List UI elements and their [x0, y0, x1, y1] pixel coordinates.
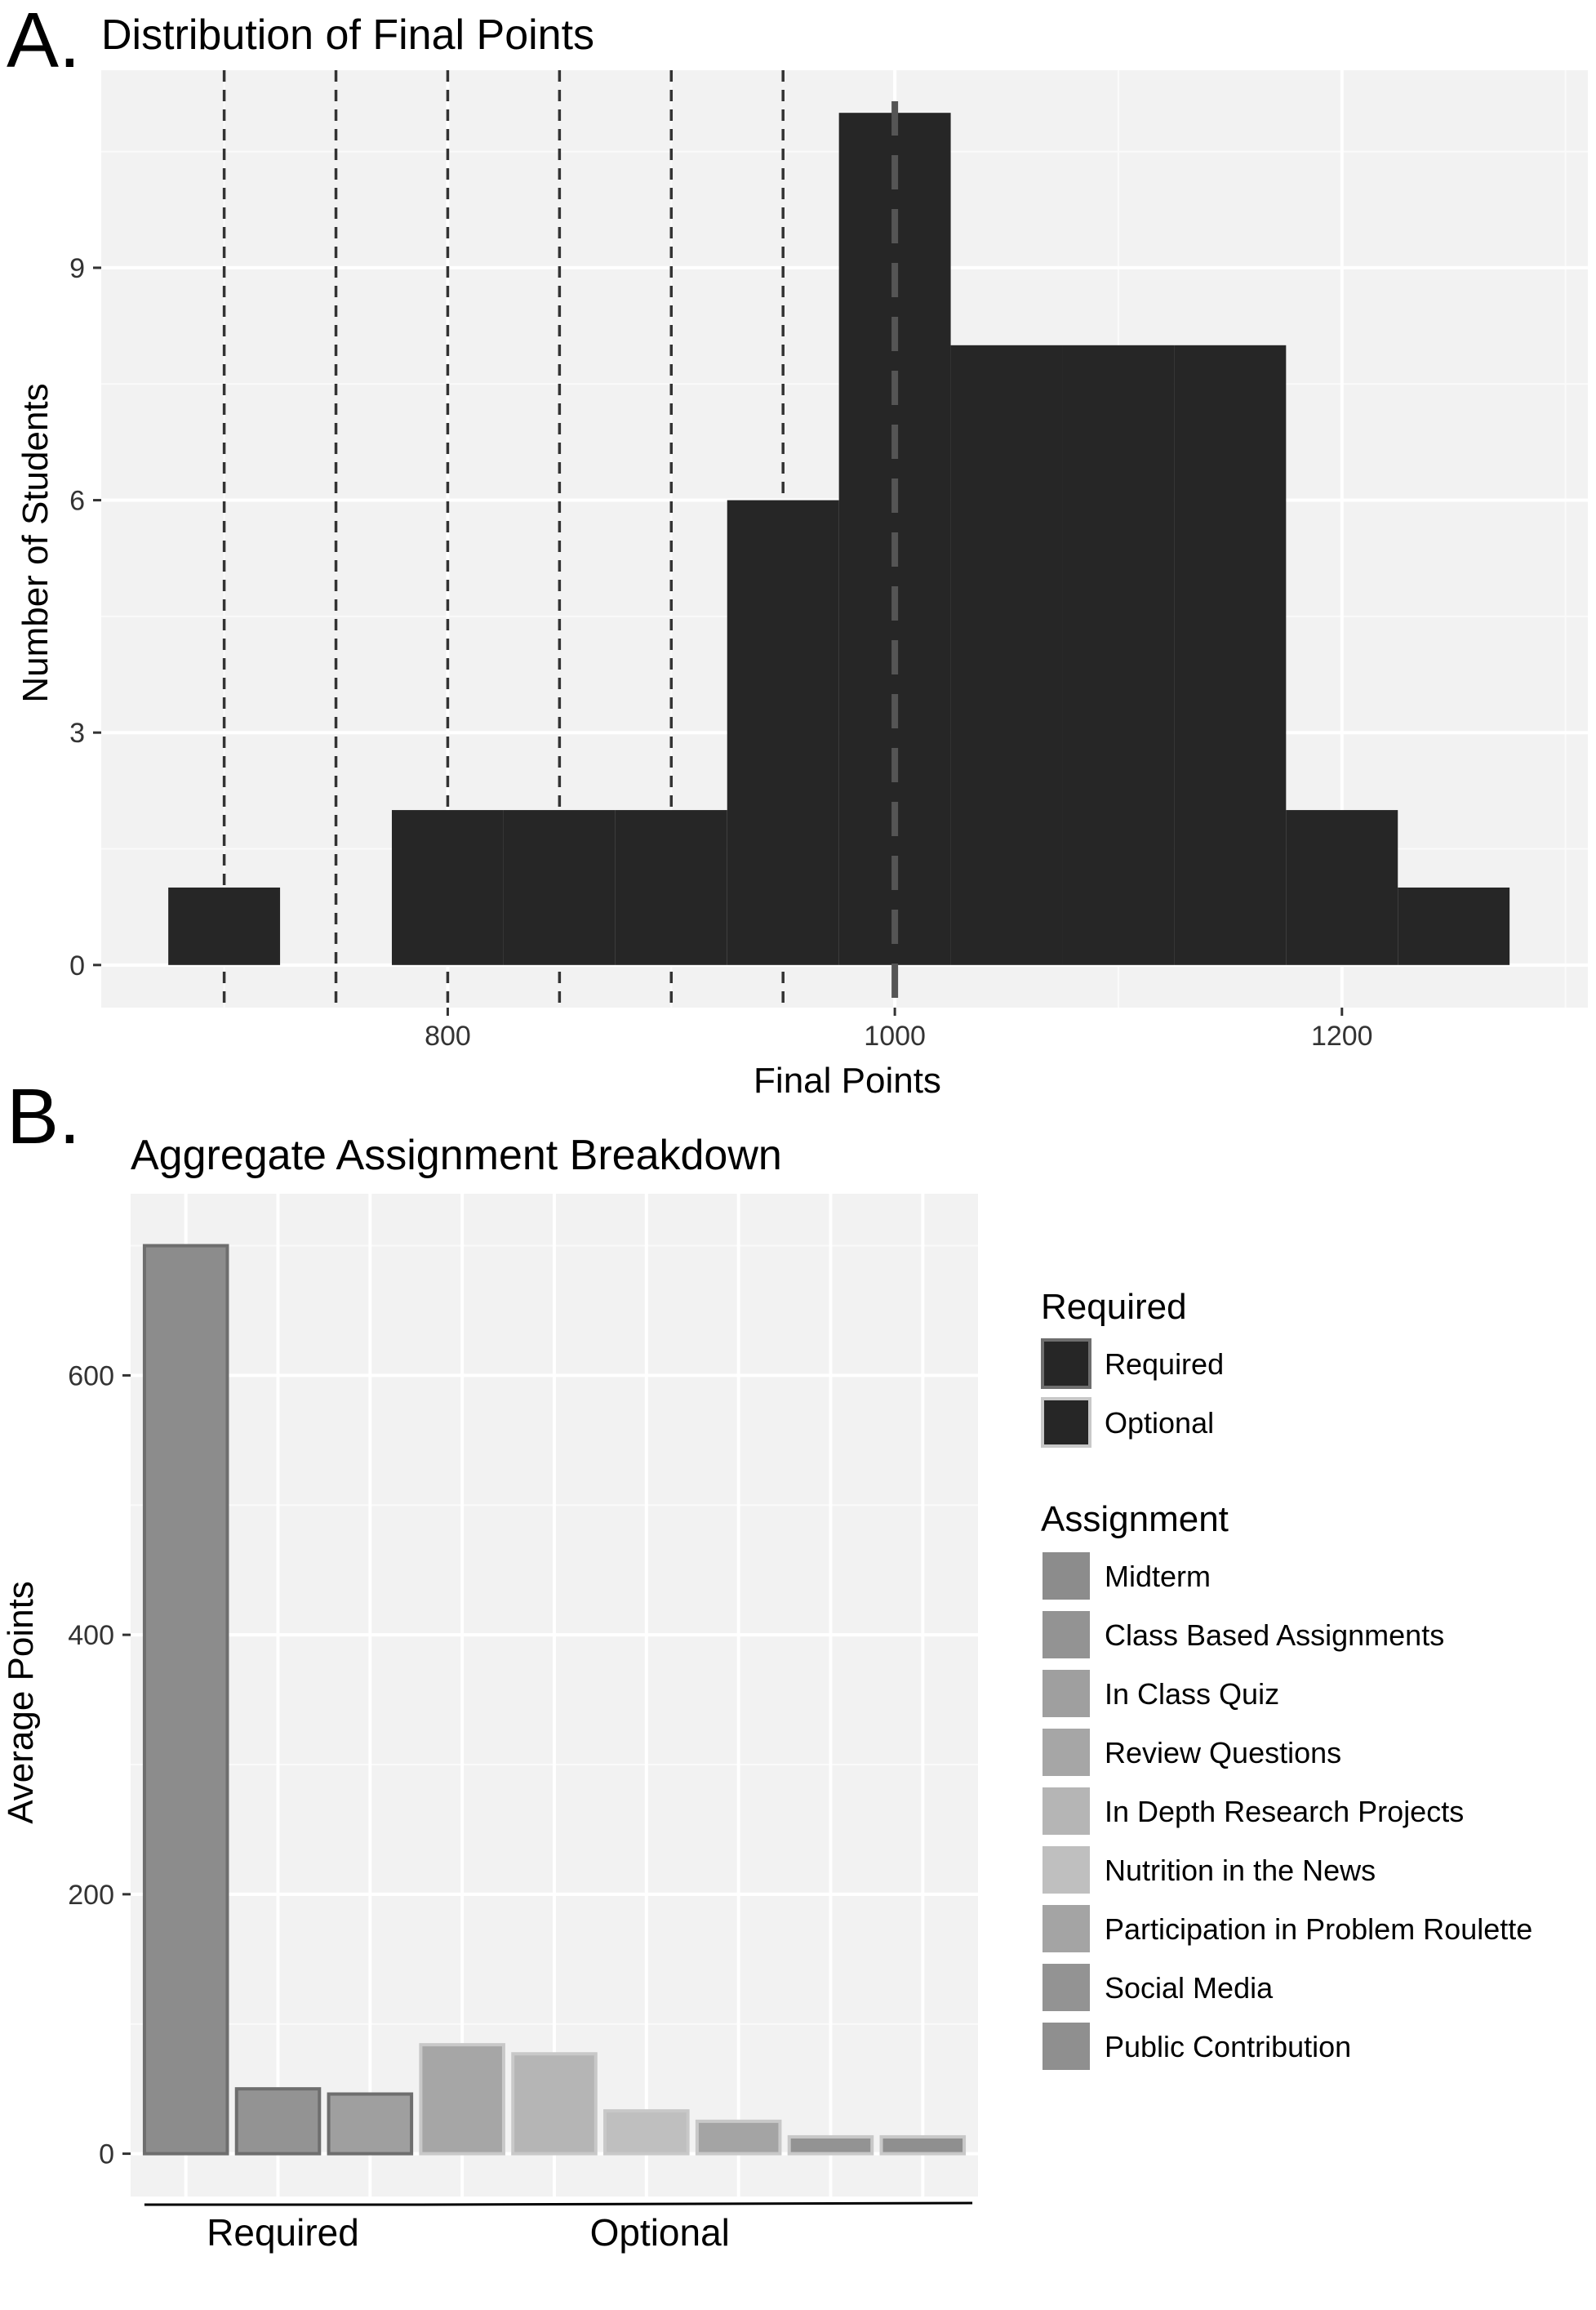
histogram-x-axis-title: Final Points: [754, 1061, 941, 1101]
legend-key-swatch: [1043, 1787, 1090, 1835]
bar-chart-y-tick-label: 400: [68, 1620, 114, 1651]
bar-chart-bar: [695, 2119, 782, 2156]
legend-key-swatch: [1041, 1397, 1091, 1448]
histogram-y-tick-label: 9: [69, 253, 85, 284]
histogram-bar: [1174, 345, 1287, 965]
bar-chart-title: Aggregate Assignment Breakdown: [131, 1132, 782, 1179]
histogram-bar: [1062, 345, 1175, 965]
histogram-title: Distribution of Final Points: [101, 11, 594, 59]
histogram-x-tick-label: 800: [425, 1021, 471, 1052]
bar-chart-bar: [234, 2087, 322, 2156]
legend-key-swatch: [1043, 2023, 1090, 2070]
legend-entry-label: Class Based Assignments: [1105, 1618, 1444, 1652]
bar-chart-y-tick-label: 600: [68, 1360, 114, 1391]
panel-b-letter: B.: [7, 1073, 81, 1160]
bar-chart-bar: [511, 2052, 598, 2156]
legend-key-swatch: [1043, 1670, 1090, 1717]
bar-chart-bar: [327, 2092, 414, 2156]
legend-key-swatch: [1043, 1846, 1090, 1894]
optional-group-bracket: [420, 2201, 973, 2206]
bar-chart-legend: Required Required Optional Assignment Midter…: [1041, 1287, 1532, 2070]
histogram-y-axis-title: Number of Students: [16, 383, 56, 702]
histogram-y-tick-label: 3: [69, 718, 85, 749]
legend-entry-label: Participation in Problem Roulette: [1105, 1912, 1532, 1946]
legend-entry-label: Review Questions: [1105, 1736, 1341, 1769]
bar-chart-bar: [419, 2043, 505, 2156]
bar-chart-group-labels: Required Optional: [144, 2201, 973, 2254]
legend-key-swatch: [1043, 1729, 1090, 1776]
legend-key-swatch: [1043, 1964, 1090, 2011]
legend-entry-label: Nutrition in the News: [1105, 1854, 1376, 1887]
bar-chart-y-tick-label: 200: [68, 1880, 114, 1911]
legend-entry-label: Public Contribution: [1105, 2030, 1351, 2063]
bar-chart-bar: [879, 2134, 967, 2156]
bar-chart-y-axis-title: Average Points: [1, 1581, 41, 1824]
legend-key-swatch: [1043, 1552, 1090, 1600]
histogram-x-axis: 800 1000 1200: [425, 1008, 1373, 1052]
legend-entry-label: Social Media: [1105, 1971, 1274, 2005]
legend-key-swatch: [1043, 1905, 1090, 1952]
legend-entry-label: In Class Quiz: [1105, 1677, 1279, 1711]
legend-title: Required: [1041, 1287, 1187, 1327]
histogram-bar: [168, 887, 281, 965]
legend-entry-label: Midterm: [1105, 1560, 1211, 1593]
histogram-y-tick-label: 6: [69, 486, 85, 517]
legend-key-swatch: [1043, 1611, 1090, 1658]
histogram-bar: [1398, 887, 1510, 965]
bar-chart-bar: [142, 1244, 229, 2156]
legend-entry-label: Required: [1105, 1347, 1224, 1381]
optional-group-label: Optional: [590, 2211, 730, 2254]
histogram-bar: [950, 345, 1063, 965]
bar-chart-bar: [603, 2109, 690, 2156]
legend-title: Assignment: [1041, 1499, 1229, 1539]
panel-a-letter: A.: [7, 0, 81, 84]
bar-chart-bar: [787, 2134, 874, 2156]
bar-chart-y-tick-label: 0: [99, 2139, 114, 2170]
legend-entry-label: Optional: [1105, 1406, 1214, 1440]
histogram-x-tick-label: 1000: [864, 1021, 926, 1052]
required-group-label: Required: [207, 2211, 359, 2254]
histogram-x-tick-label: 1200: [1311, 1021, 1373, 1052]
histogram-bar: [391, 810, 504, 965]
legend-entry-label: In Depth Research Projects: [1105, 1795, 1464, 1828]
histogram-bar: [727, 500, 839, 965]
bar-chart-bars: [142, 1244, 967, 2156]
bar-chart-y-axis: 0 200 400 600: [68, 1360, 131, 2170]
histogram-bar: [615, 810, 727, 965]
histogram-y-tick-label: 0: [69, 950, 85, 981]
histogram-bar: [1286, 810, 1398, 965]
histogram-bar: [503, 810, 616, 965]
histogram-y-axis: 0 3 6 9: [69, 253, 101, 981]
legend-key-swatch: [1041, 1338, 1091, 1389]
